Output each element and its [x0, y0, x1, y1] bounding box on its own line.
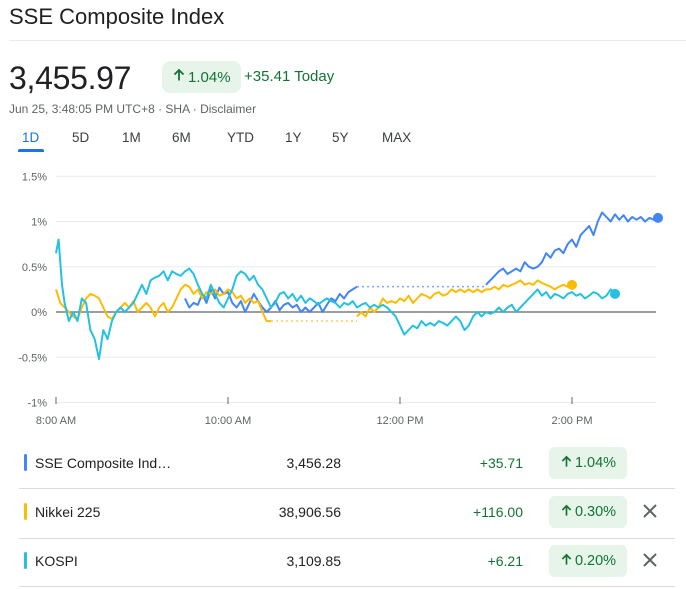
series-color-swatch [24, 552, 27, 569]
y-tick-label: 0% [31, 307, 47, 319]
tab-1d[interactable]: 1D [22, 130, 40, 145]
row-change: +35.71 [479, 455, 523, 471]
page-title: SSE Composite Index [9, 4, 225, 29]
comparison-row-nikkei[interactable]: Nikkei 225 38,906.56 +116.00 0.30% [19, 490, 675, 539]
comparison-row-sse[interactable]: SSE Composite Ind… 3,456.28 +35.71 1.04% [19, 441, 675, 490]
tab-5y[interactable]: 5Y [332, 130, 349, 145]
series-line-sse-composite-index [485, 211, 659, 286]
row-percent-chip: 1.04% [549, 447, 627, 479]
row-percent-chip: 0.30% [549, 496, 627, 528]
row-divider [19, 488, 675, 489]
y-tick-label: -1% [27, 398, 47, 410]
row-name: SSE Composite Ind… [35, 455, 172, 471]
row-percent: 1.04% [574, 455, 617, 471]
tab-max[interactable]: MAX [382, 130, 412, 145]
arrow-up-icon [560, 455, 573, 472]
title-divider [9, 40, 686, 41]
series-line-kospi [55, 238, 616, 361]
chart-gridlines [56, 175, 656, 403]
row-value: 38,906.56 [278, 504, 341, 520]
end-marker-nikkei-225 [567, 279, 577, 290]
chart-series [55, 211, 659, 361]
tab-1y[interactable]: 1Y [285, 130, 302, 145]
row-value: 3,456.28 [286, 455, 342, 471]
close-icon[interactable] [640, 501, 660, 521]
x-axis-labels: 8:00 AM 10:00 AM 12:00 PM 2:00 PM [36, 397, 593, 427]
row-percent: 0.30% [574, 504, 617, 520]
active-tab-indicator [18, 149, 44, 152]
close-icon[interactable] [640, 550, 660, 570]
series-color-swatch [24, 454, 27, 471]
quote-meta: Jun 25, 3:48:05 PM UTC+8 · SHA · Disclai… [9, 102, 257, 116]
y-tick-label: 1% [31, 217, 47, 229]
row-change: +6.21 [487, 553, 523, 569]
comparison-row-kospi[interactable]: KOSPI 3,109.85 +6.21 0.20% [19, 539, 675, 588]
change-percent-value: 1.04% [188, 68, 231, 86]
y-tick-label: 0.5% [22, 262, 47, 274]
row-name: KOSPI [35, 553, 78, 569]
arrow-up-icon [560, 504, 573, 521]
change-percent-chip: 1.04% [162, 61, 241, 93]
y-axis-labels: 1.5% 1% 0.5% 0% -0.5% -1% [18, 171, 47, 409]
tab-5d[interactable]: 5D [72, 130, 90, 145]
current-price: 3,455.97 [9, 60, 132, 96]
row-percent-chip: 0.20% [549, 545, 627, 577]
y-tick-label: -0.5% [18, 352, 47, 364]
arrow-up-icon [172, 68, 186, 86]
row-percent: 0.20% [574, 553, 617, 569]
x-tick-label: 12:00 PM [376, 415, 423, 427]
change-today: +35.41 Today [244, 68, 335, 85]
row-name: Nikkei 225 [35, 504, 101, 520]
series-line-nikkei-225 [55, 283, 271, 323]
arrow-up-icon [560, 553, 573, 570]
price-chart[interactable]: 1.5% 1% 0.5% 0% -0.5% -1% 8:00 AM 10:00 AM 12:0… [0, 160, 686, 440]
series-color-swatch [24, 503, 27, 520]
end-marker-sse-composite-index [653, 212, 663, 223]
row-divider [19, 586, 675, 587]
chart-gap-lines [271, 285, 486, 322]
row-divider [19, 538, 675, 539]
end-marker-kospi [610, 288, 620, 299]
y-tick-label: 1.5% [22, 171, 47, 183]
tab-1m[interactable]: 1M [122, 130, 141, 145]
chart-end-markers [567, 212, 663, 299]
x-tick-label: 8:00 AM [36, 415, 76, 427]
tab-ytd[interactable]: YTD [227, 130, 254, 145]
series-line-nikkei-225 [356, 279, 573, 318]
row-change: +116.00 [473, 504, 523, 520]
x-tick-label: 2:00 PM [552, 415, 593, 427]
tab-6m[interactable]: 6M [172, 130, 191, 145]
x-tick-label: 10:00 AM [205, 415, 251, 427]
row-value: 3,109.85 [286, 553, 342, 569]
